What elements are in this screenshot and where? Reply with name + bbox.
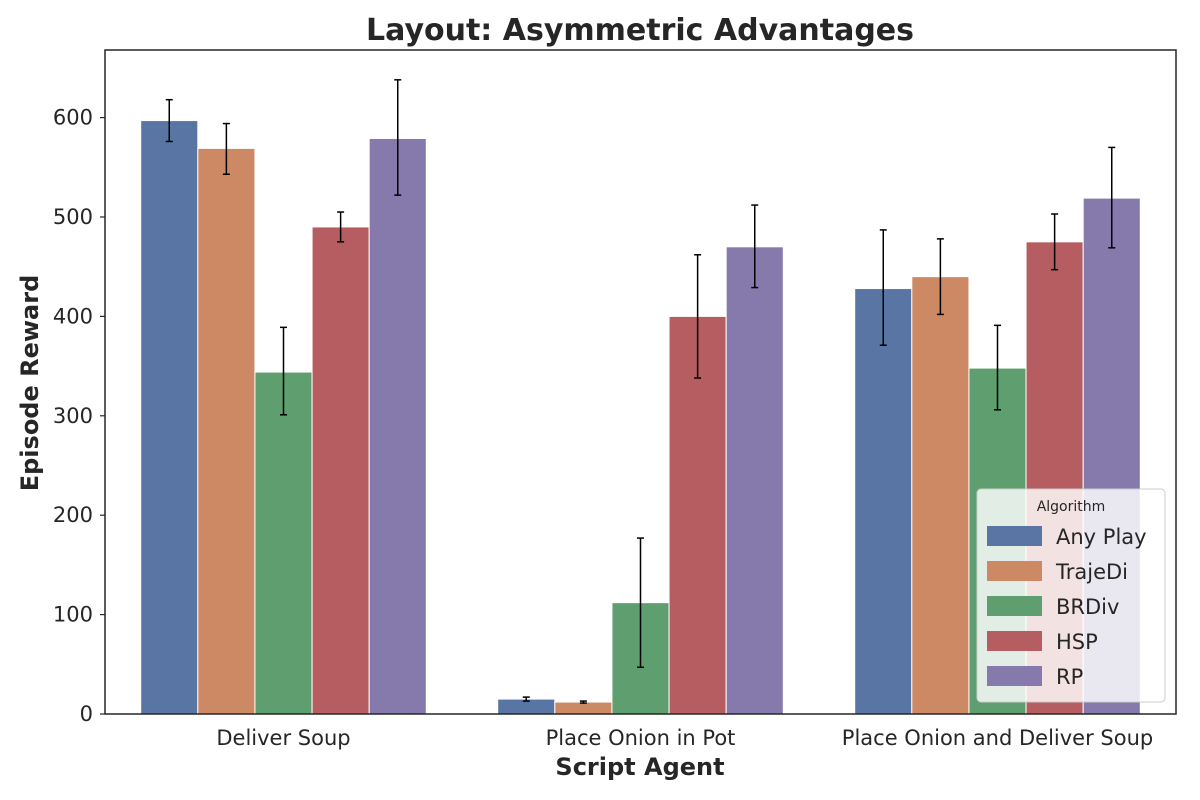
error-bar [579,700,587,704]
error-bar [994,324,1001,411]
legend-item: BRDiv [987,595,1119,619]
error-bar [1051,213,1059,271]
y-tick-label: 500 [53,205,93,229]
bar [668,315,727,715]
bar [854,288,913,715]
error-bar [394,79,402,196]
y-tick-label: 100 [53,603,93,627]
legend-swatch [987,526,1042,546]
bar [140,120,199,715]
x-axis-label: Script Agent [555,753,724,781]
error-bar [222,122,230,176]
bar [725,246,784,715]
y-tick-label: 400 [53,304,93,328]
legend-item: TrajeDi [987,560,1128,584]
chart-title: Layout: Asymmetric Advantages [366,13,914,48]
y-tick-label: 300 [53,404,93,428]
legend-item: Any Play [987,525,1147,549]
legend-label: BRDiv [1056,595,1119,619]
plot-frame [104,49,1177,715]
error-bar [280,326,287,416]
bar [911,276,970,715]
error-bar [1108,146,1116,249]
x-tick-label: Deliver Soup [216,726,350,750]
legend-item: RP [987,665,1083,689]
error-bar [637,537,644,669]
y-tick-label: 0 [80,702,93,726]
legend-label: Any Play [1056,525,1147,549]
legend: Algorithm Any Play TrajeDi BRDiv HSP RP [976,488,1166,703]
axis-ticks: 0 100 200 300 400 500 600 Deliver Soup Place Oni… [53,106,1153,750]
y-tick-label: 600 [53,106,93,130]
error-bar [694,254,702,379]
legend-title: Algorithm [1037,499,1106,515]
legend-swatch [987,666,1042,686]
bar [554,701,613,715]
legend-swatch [987,631,1042,651]
bar [311,226,370,715]
error-bar [165,98,173,143]
bar [254,371,313,715]
plot-area [140,79,1141,715]
legend-item: HSP [987,630,1098,654]
error-bar [879,229,887,346]
legend-label: RP [1056,665,1083,689]
bar [368,137,427,715]
error-bar [337,211,345,243]
error-bar [751,204,759,289]
legend-swatch [987,561,1042,581]
legend-label: HSP [1056,630,1098,654]
y-axis-label: Episode Reward [16,275,44,492]
legend-swatch [987,596,1042,616]
legend-label: TrajeDi [1055,560,1128,584]
bar [197,147,256,715]
y-tick-label: 200 [53,503,93,527]
error-bar [936,238,944,316]
x-tick-label: Place Onion in Pot [546,726,736,750]
error-bar [522,696,530,702]
x-tick-label: Place Onion and Deliver Soup [842,726,1153,750]
